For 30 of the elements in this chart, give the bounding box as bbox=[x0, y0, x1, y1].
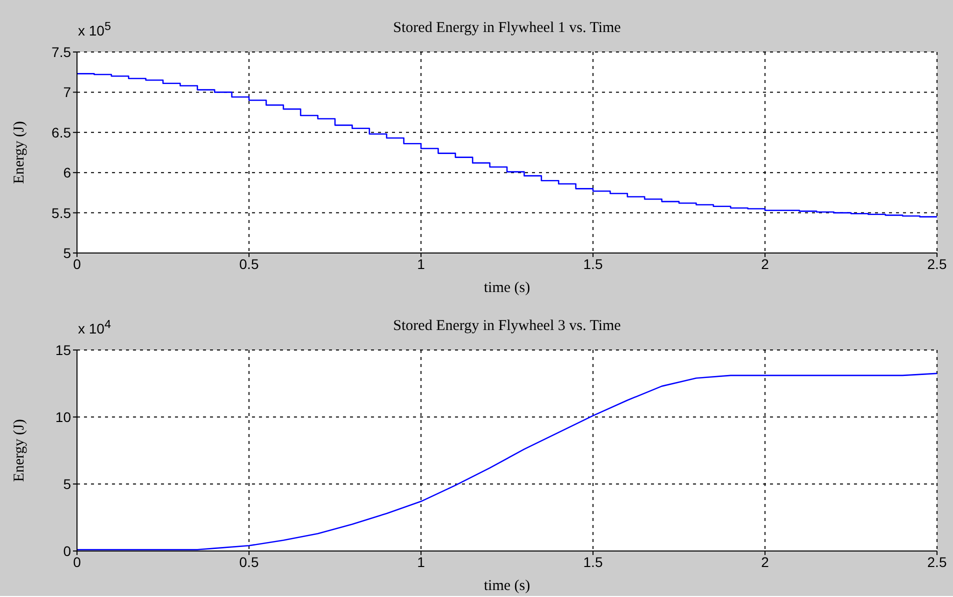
x-axis-title: time (s) bbox=[484, 578, 530, 594]
y-tick-label: 10 bbox=[55, 408, 72, 425]
x-tick-label: 2 bbox=[761, 256, 770, 272]
x-tick-label: 1 bbox=[417, 256, 426, 272]
text: x 10$^{5}$ bbox=[78, 20, 111, 39]
y-tick-label: 7.5 bbox=[52, 44, 72, 60]
x-tick-label: 0 bbox=[73, 256, 82, 272]
y-tick-label: 0 bbox=[63, 542, 72, 559]
x-tick-label: 1 bbox=[417, 554, 426, 570]
y-tick-label: 6.5 bbox=[52, 124, 72, 140]
text: x 10$^{4}$ bbox=[78, 318, 111, 337]
x-tick-label: 0 bbox=[73, 554, 82, 570]
chart-title: Stored Energy in Flywheel 1 vs. Time bbox=[393, 20, 621, 36]
y-axis-title: Energy (J) bbox=[11, 419, 28, 482]
y-axis-title: Energy (J) bbox=[11, 121, 28, 184]
y-tick-label: 5 bbox=[63, 476, 72, 492]
x-axis-title: time (s) bbox=[484, 280, 530, 296]
x-tick-label: 1.5 bbox=[583, 256, 603, 272]
x-tick-label: 2.5 bbox=[927, 256, 947, 272]
chart-title: Stored Energy in Flywheel 3 vs. Time bbox=[393, 318, 621, 334]
x-tick-label: 1.5 bbox=[583, 554, 603, 570]
x-tick-label: 0.5 bbox=[239, 256, 259, 272]
x-tick-label: 2.5 bbox=[927, 554, 947, 570]
x-tick-label: 2 bbox=[761, 554, 770, 570]
y-tick-label: 15 bbox=[55, 342, 72, 358]
y-tick-label: 7 bbox=[63, 84, 72, 100]
y-tick-label: 5.5 bbox=[52, 204, 72, 221]
y-tick-label: 5 bbox=[63, 244, 72, 261]
y-tick-label: 6 bbox=[63, 164, 72, 181]
x-tick-label: 0.5 bbox=[239, 554, 259, 570]
